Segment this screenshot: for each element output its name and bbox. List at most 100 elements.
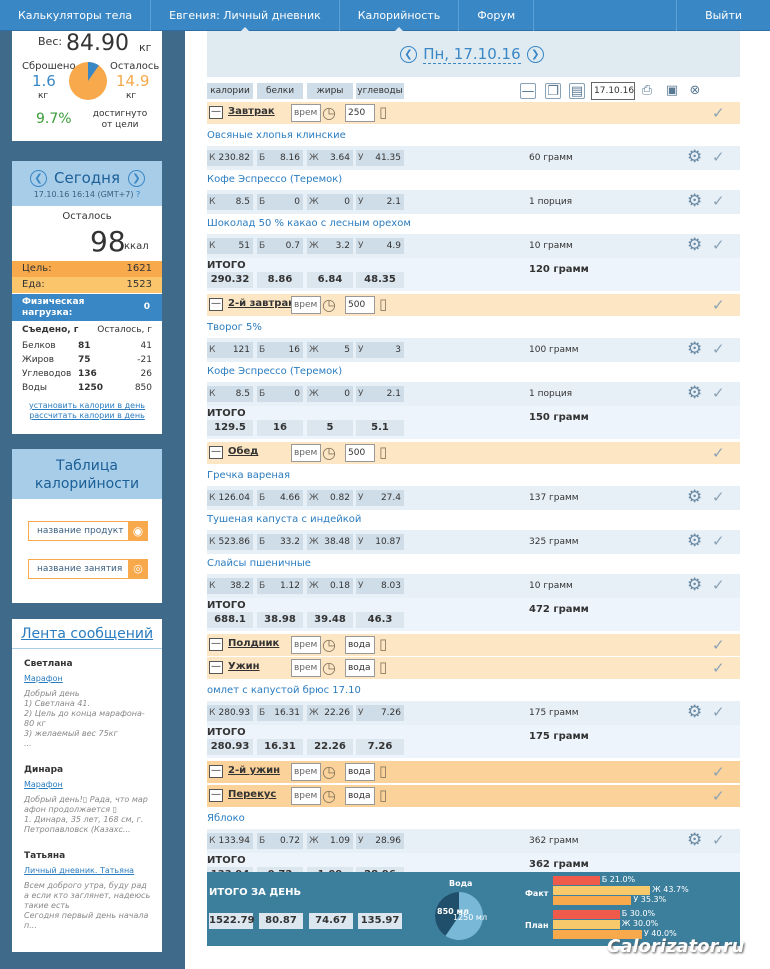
collapse-meal-button[interactable]: — xyxy=(209,106,223,119)
settings-gear-icon[interactable]: ⚙ xyxy=(687,235,703,255)
settings-gear-icon[interactable]: ⚙ xyxy=(687,702,703,722)
collapse-all-icon[interactable]: — xyxy=(520,83,536,99)
save-icon[interactable]: ▣ xyxy=(665,83,679,98)
food-check-icon[interactable]: ✓ xyxy=(712,532,725,550)
feed-link[interactable]: Личный дневник. Татьяна xyxy=(24,866,135,875)
water-input[interactable]: вода xyxy=(345,659,375,677)
clock-icon[interactable]: ◷ xyxy=(322,786,336,805)
document-check-icon[interactable]: ▤ xyxy=(569,83,585,99)
food-name[interactable]: Кофе Эспрессо (Теремок) xyxy=(207,174,343,185)
meal-name[interactable]: 2-й завтрак xyxy=(228,298,295,309)
collapse-meal-button[interactable]: — xyxy=(209,789,223,802)
settings-gear-icon[interactable]: ⚙ xyxy=(687,339,703,359)
feed-link[interactable]: Марафон xyxy=(24,674,63,683)
collapse-meal-button[interactable]: — xyxy=(209,661,223,674)
printer-icon[interactable]: ⎙ xyxy=(641,83,653,98)
food-name[interactable]: Творог 5% xyxy=(207,322,262,333)
meal-time-input[interactable]: врем xyxy=(291,636,321,654)
clock-icon[interactable]: ◷ xyxy=(322,103,336,122)
collapse-meal-button[interactable]: — xyxy=(209,638,223,651)
collapse-meal-button[interactable]: — xyxy=(209,765,223,778)
food-name[interactable]: омлет с капустой брюс 17.10 xyxy=(207,685,361,696)
settings-gear-icon[interactable]: ⚙ xyxy=(687,830,703,850)
prev-day-button[interactable]: ❮ xyxy=(30,170,47,187)
current-date[interactable]: Пн, 17.10.16 xyxy=(423,45,521,64)
meal-name[interactable]: Перекус xyxy=(228,789,277,800)
clock-icon[interactable]: ◷ xyxy=(322,635,336,654)
nav-body-calculators[interactable]: Калькуляторы тела xyxy=(0,0,152,31)
meal-time-input[interactable]: врем xyxy=(291,763,321,781)
clock-icon[interactable]: ◷ xyxy=(322,658,336,677)
food-check-icon[interactable]: ✓ xyxy=(712,148,725,166)
food-check-icon[interactable]: ✓ xyxy=(712,576,725,594)
glass-icon[interactable]: ▯ xyxy=(379,295,388,313)
meal-check-icon[interactable]: ✓ xyxy=(712,444,725,462)
meal-time-input[interactable]: врем xyxy=(291,787,321,805)
food-name[interactable]: Овсяные хлопья клинские xyxy=(207,130,346,141)
prev-date-button[interactable]: ❮ xyxy=(400,45,417,63)
water-input[interactable]: вода xyxy=(345,763,375,781)
nav-forum[interactable]: Форум xyxy=(459,0,535,31)
next-day-button[interactable]: ❯ xyxy=(128,170,145,187)
meal-check-icon[interactable]: ✓ xyxy=(712,763,725,781)
water-input[interactable]: 250 xyxy=(345,104,375,122)
clock-icon[interactable]: ◷ xyxy=(322,762,336,781)
meal-name[interactable]: Обед xyxy=(228,446,259,457)
date-input[interactable]: 17.10.16 xyxy=(591,82,635,100)
next-date-button[interactable]: ❯ xyxy=(526,45,544,63)
food-name[interactable]: Яблоко xyxy=(207,813,245,824)
food-check-icon[interactable]: ✓ xyxy=(712,236,725,254)
set-calories-link[interactable]: установить калории в день xyxy=(28,401,146,410)
feed-title[interactable]: Лента сообщений xyxy=(12,619,162,649)
glass-icon[interactable]: ▯ xyxy=(379,635,388,653)
glass-icon[interactable]: ▯ xyxy=(379,786,388,804)
meal-name[interactable]: Ужин xyxy=(228,661,260,672)
clock-icon[interactable]: ◷ xyxy=(322,443,336,462)
settings-gear-icon[interactable]: ⚙ xyxy=(687,531,703,551)
meal-check-icon[interactable]: ✓ xyxy=(712,787,725,805)
meal-name[interactable]: Завтрак xyxy=(228,106,275,117)
food-check-icon[interactable]: ✓ xyxy=(712,384,725,402)
copy-icon[interactable]: ❐ xyxy=(545,83,561,99)
food-name[interactable]: Тушеная капуста с индейкой xyxy=(207,514,362,525)
apple-icon[interactable]: ◉ xyxy=(128,521,148,541)
calculate-calories-link[interactable]: рассчитать калории в день xyxy=(29,411,145,420)
product-search-input[interactable]: название продукт ◉ xyxy=(28,521,148,541)
food-name[interactable]: Слайсы пшеничные xyxy=(207,558,311,569)
glass-icon[interactable]: ▯ xyxy=(379,103,388,121)
clock-icon[interactable]: ◷ xyxy=(322,295,336,314)
settings-gear-icon[interactable]: ⚙ xyxy=(687,487,703,507)
glass-icon[interactable]: ▯ xyxy=(379,443,388,461)
close-circle-icon[interactable]: ⊗ xyxy=(689,83,701,98)
settings-gear-icon[interactable]: ⚙ xyxy=(687,575,703,595)
nav-calories[interactable]: Калорийность xyxy=(340,0,460,32)
meal-time-input[interactable]: врем xyxy=(291,659,321,677)
food-check-icon[interactable]: ✓ xyxy=(712,192,725,210)
water-input[interactable]: вода xyxy=(345,787,375,805)
water-input[interactable]: 500 xyxy=(345,444,375,462)
water-input[interactable]: вода xyxy=(345,636,375,654)
logout-button[interactable]: Выйти xyxy=(676,0,770,31)
help-icon[interactable]: ? xyxy=(136,190,141,199)
food-check-icon[interactable]: ✓ xyxy=(712,340,725,358)
food-name[interactable]: Шоколад 50 % какао с лесным орехом xyxy=(207,218,411,229)
meal-name[interactable]: 2-й ужин xyxy=(228,765,280,776)
food-check-icon[interactable]: ✓ xyxy=(712,831,725,849)
meal-check-icon[interactable]: ✓ xyxy=(712,659,725,677)
water-input[interactable]: 500 xyxy=(345,296,375,314)
nav-diary[interactable]: Евгения: Личный дневник xyxy=(151,0,340,32)
glass-icon[interactable]: ▯ xyxy=(379,658,388,676)
bicycle-icon[interactable]: ◎ xyxy=(128,559,148,579)
food-check-icon[interactable]: ✓ xyxy=(712,488,725,506)
meal-time-input[interactable]: врем xyxy=(291,296,321,314)
meal-check-icon[interactable]: ✓ xyxy=(712,636,725,654)
food-check-icon[interactable]: ✓ xyxy=(712,703,725,721)
meal-time-input[interactable]: врем xyxy=(291,104,321,122)
settings-gear-icon[interactable]: ⚙ xyxy=(687,191,703,211)
meal-name[interactable]: Полдник xyxy=(228,638,280,649)
collapse-meal-button[interactable]: — xyxy=(209,446,223,459)
feed-link[interactable]: Марафон xyxy=(24,780,63,789)
activity-search-input[interactable]: название занятия ◎ xyxy=(28,559,148,579)
food-name[interactable]: Гречка вареная xyxy=(207,470,291,481)
settings-gear-icon[interactable]: ⚙ xyxy=(687,147,703,167)
